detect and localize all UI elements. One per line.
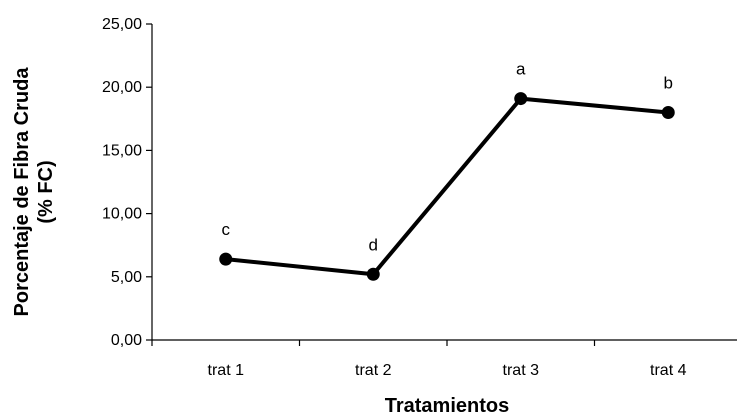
x-axis-title: Tratamientos bbox=[385, 395, 509, 417]
series bbox=[219, 92, 675, 281]
data-point bbox=[219, 252, 233, 266]
y-ticks: 0,00 5,00 10,00 15,00 20,00 25,00 bbox=[102, 16, 152, 349]
data-point bbox=[366, 267, 380, 281]
data-point bbox=[661, 105, 675, 119]
y-tick-label: 25,00 bbox=[102, 16, 142, 33]
y-tick-label: 20,00 bbox=[102, 79, 142, 96]
y-tick-label: 0,00 bbox=[111, 332, 142, 349]
data-label: b bbox=[664, 73, 673, 92]
axes bbox=[151, 24, 737, 341]
x-ticks: trat 1 trat 2 trat 3 trat 4 bbox=[151, 340, 687, 379]
y-tick-label: 10,00 bbox=[102, 206, 142, 223]
x-tick-label: trat 3 bbox=[503, 362, 540, 379]
x-tick-label: trat 1 bbox=[208, 362, 245, 379]
data-label: c bbox=[222, 220, 231, 239]
data-label: a bbox=[516, 60, 526, 79]
y-axis-title-line-2: (% FC) bbox=[35, 160, 57, 223]
y-tick-label: 5,00 bbox=[111, 269, 142, 286]
data-point bbox=[514, 92, 528, 106]
y-axis-title: Porcentaje de Fibra Cruda (% FC) bbox=[11, 67, 57, 317]
data-label: d bbox=[369, 235, 378, 254]
y-tick-label: 15,00 bbox=[102, 142, 142, 159]
point-labels: c d a b bbox=[222, 60, 673, 255]
x-tick-label: trat 2 bbox=[355, 362, 392, 379]
series-line bbox=[225, 96, 669, 277]
x-tick-label: trat 4 bbox=[650, 362, 687, 379]
y-axis-title-line-1: Porcentaje de Fibra Cruda bbox=[11, 67, 33, 317]
